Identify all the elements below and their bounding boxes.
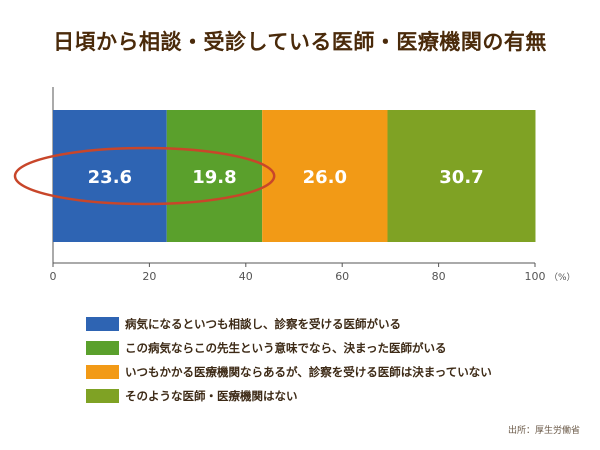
x-tick-label: 40 [239, 270, 253, 283]
x-tick-label: 80 [432, 270, 446, 283]
x-tick-label: 60 [335, 270, 349, 283]
legend-label: この病気ならこの先生という意味でなら、決まった医師がいる [125, 340, 447, 355]
bar-segment [387, 110, 536, 242]
data-label: 19.8 [192, 167, 236, 188]
data-label: 23.6 [88, 167, 132, 188]
legend-item: いつもかかる医療機関ならあるが、診察を受ける医師は決まっていない [86, 361, 586, 382]
chart-title: 日頃から相談・受診している医師・医療機関の有無 [53, 30, 547, 54]
legend-item: そのような医師・医療機関はない [86, 385, 586, 406]
source-note: 出所：厚生労働省 [507, 426, 580, 436]
data-label: 26.0 [303, 167, 347, 188]
legend-swatch [86, 364, 119, 379]
data-label: 30.7 [439, 167, 483, 188]
legend-swatch [86, 340, 119, 355]
x-tick-label: 0 [50, 270, 57, 283]
x-tick-label: 20 [142, 270, 156, 283]
legend-label: いつもかかる医療機関ならあるが、診察を受ける医師は決まっていない [125, 364, 492, 379]
bar-segment [262, 110, 388, 242]
x-tick-label: 100 [525, 270, 546, 283]
bar-segment [53, 110, 167, 242]
legend-label: 病気になるといつも相談し、診察を受ける医師がいる [125, 316, 401, 331]
legend: 病気になるといつも相談し、診察を受ける医師がいる この病気ならこの先生という意味… [86, 313, 586, 409]
legend-swatch [86, 388, 119, 403]
legend-item: この病気ならこの先生という意味でなら、決まった医師がいる [86, 337, 586, 358]
highlight-ellipse [13, 146, 276, 206]
bar-segment [166, 110, 263, 242]
legend-item: 病気になるといつも相談し、診察を受ける医師がいる [86, 313, 586, 334]
legend-label: そのような医師・医療機関はない [125, 388, 298, 403]
legend-swatch [86, 316, 119, 331]
x-axis-unit: （%） [549, 272, 576, 283]
